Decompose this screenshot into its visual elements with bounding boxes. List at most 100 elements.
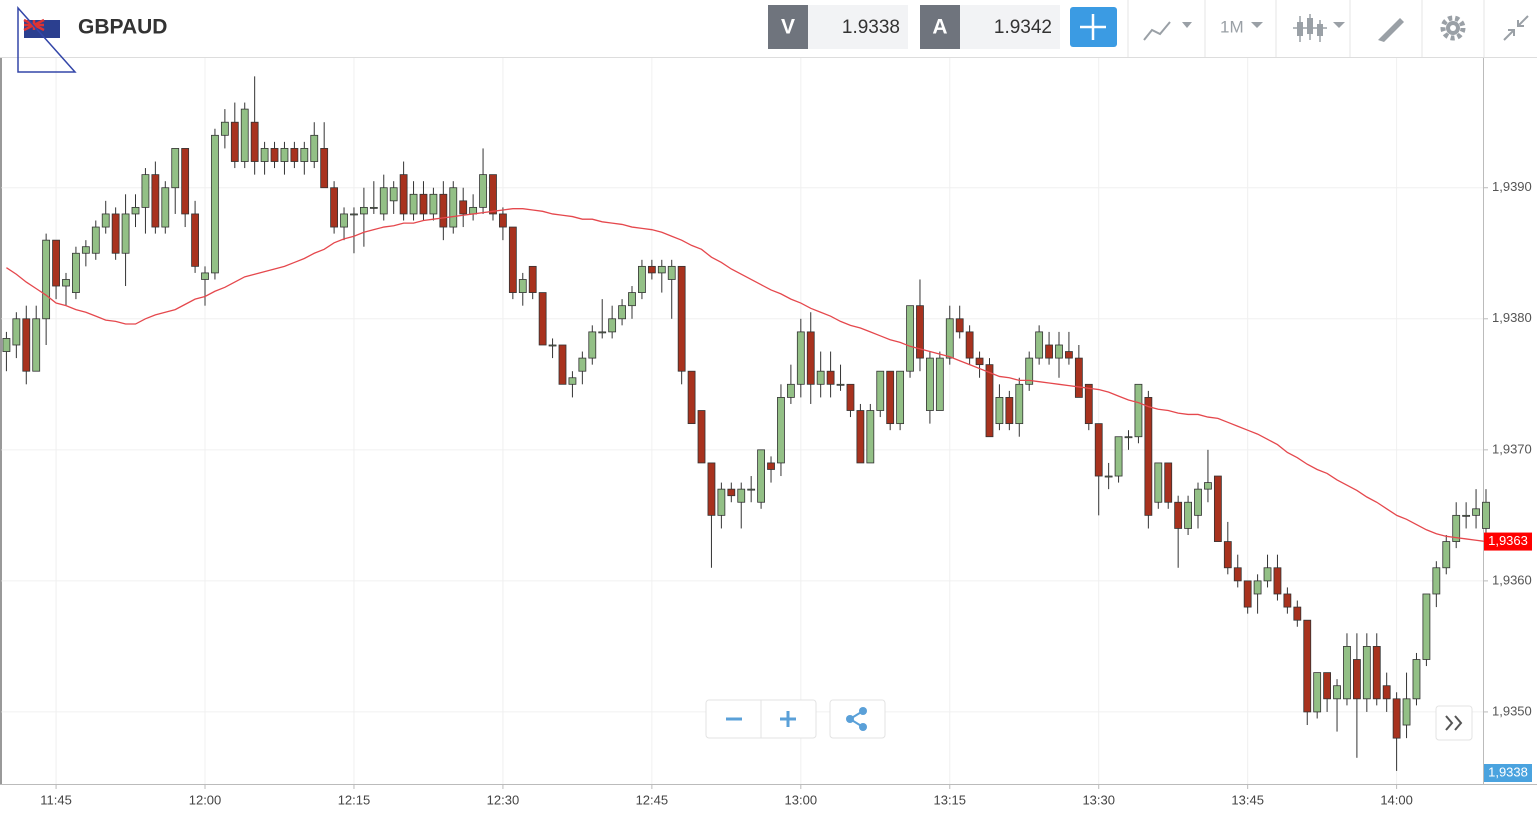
candle-body — [747, 488, 756, 491]
candle-body — [151, 174, 160, 228]
y-tick-label: 1,9390 — [1492, 179, 1532, 194]
candle-body — [121, 213, 130, 254]
candle-body — [1174, 501, 1183, 529]
y-tick-label: 1,9380 — [1492, 310, 1532, 325]
candle-body — [1343, 646, 1351, 700]
candle-body — [687, 370, 696, 425]
candle-body — [1124, 436, 1133, 439]
candle-body — [568, 377, 577, 385]
candle-body — [1313, 672, 1322, 713]
candle-body — [91, 226, 100, 254]
candle-body — [340, 213, 348, 228]
timeframe[interactable]: 1M — [1220, 17, 1244, 36]
collapse-button[interactable] — [1503, 15, 1529, 41]
candle-body — [926, 357, 934, 411]
candle-body — [1273, 567, 1282, 595]
candle-body — [1283, 593, 1292, 608]
candle-body — [310, 134, 319, 162]
candle-body — [647, 265, 656, 274]
candle-body — [300, 148, 309, 162]
candle-body — [1074, 357, 1083, 398]
candle-type-button[interactable] — [1293, 14, 1345, 42]
candle-body — [777, 397, 785, 464]
candle-body — [1293, 606, 1302, 621]
candle-body — [1263, 567, 1272, 582]
candle-body — [1333, 685, 1341, 700]
candle-body — [1243, 580, 1252, 608]
candle-body — [379, 187, 388, 215]
candle-body — [350, 213, 358, 216]
candle-body — [1204, 482, 1212, 490]
candle-body — [598, 331, 607, 334]
candle-body — [270, 148, 279, 162]
candle-body — [1352, 659, 1361, 700]
bid-box[interactable] — [808, 5, 908, 49]
bid-price: 1.9338 — [842, 17, 900, 38]
candle-body — [856, 410, 865, 464]
candle-body — [955, 318, 964, 333]
candle-body — [1442, 541, 1451, 569]
candle-body — [1184, 501, 1192, 529]
ma-value-label: 1,9363 — [1488, 533, 1528, 548]
candle-body — [1164, 462, 1173, 503]
draw-button[interactable] — [1378, 18, 1404, 42]
candle-body — [1303, 619, 1312, 713]
candle-body — [965, 331, 974, 359]
candle-body — [469, 206, 478, 215]
ask-box[interactable] — [960, 5, 1060, 49]
candle-body — [489, 174, 497, 215]
candle-body — [1323, 672, 1332, 700]
candle-body — [1134, 383, 1143, 438]
candle-body — [1462, 514, 1471, 517]
plot-area: 1,9350 1,9360 1,9370 1,9380 1,9390 11:45 12:00… — [0, 58, 1537, 807]
candle-body — [1154, 462, 1163, 503]
candle-body — [201, 272, 209, 280]
candle-body — [677, 265, 686, 372]
share-button[interactable] — [829, 699, 886, 739]
candle-body — [399, 174, 408, 215]
candle-body — [42, 239, 51, 320]
candle-body — [896, 370, 905, 425]
candle-body — [707, 462, 716, 516]
candle-body — [359, 206, 368, 215]
candle-body — [1055, 344, 1063, 359]
candle-body — [638, 265, 646, 293]
candle-body — [995, 397, 1004, 425]
candle-body — [1025, 357, 1034, 385]
candle-body — [548, 344, 557, 347]
y-tick-label: 1,9360 — [1492, 572, 1532, 587]
candle-body — [280, 148, 289, 162]
candle-body — [935, 357, 944, 411]
candle-body — [1065, 351, 1073, 359]
candle-body — [161, 187, 170, 228]
candle-body — [240, 108, 249, 162]
x-tick-label: 12:15 — [338, 792, 371, 807]
candle-body — [369, 206, 378, 209]
x-tick-label: 13:45 — [1231, 792, 1264, 807]
y-tick-label: 1,9350 — [1492, 703, 1532, 718]
candle-body — [1084, 383, 1093, 425]
candle-body — [727, 488, 736, 497]
zoom-in[interactable] — [780, 711, 796, 727]
candle-body — [439, 193, 448, 228]
candle-body — [230, 121, 239, 162]
candle-body — [558, 344, 567, 385]
chart-type-button[interactable] — [1143, 21, 1192, 41]
candle-body — [757, 449, 765, 503]
scroll-end-button[interactable] — [1435, 705, 1473, 741]
candle-body — [975, 357, 984, 366]
candle-body — [1045, 344, 1053, 359]
candle-body — [181, 148, 190, 215]
candle-body — [737, 488, 746, 503]
candle-body — [767, 462, 775, 470]
candle-body — [171, 148, 180, 189]
price-label: 1,9338 — [1488, 764, 1528, 779]
candle-body — [81, 246, 90, 254]
ask-price: 1.9342 — [994, 17, 1052, 38]
candle-body — [409, 193, 418, 215]
settings-button[interactable] — [1440, 15, 1466, 41]
candle-body — [876, 370, 885, 411]
candle-body — [131, 206, 140, 215]
moving-average — [6, 208, 1487, 543]
